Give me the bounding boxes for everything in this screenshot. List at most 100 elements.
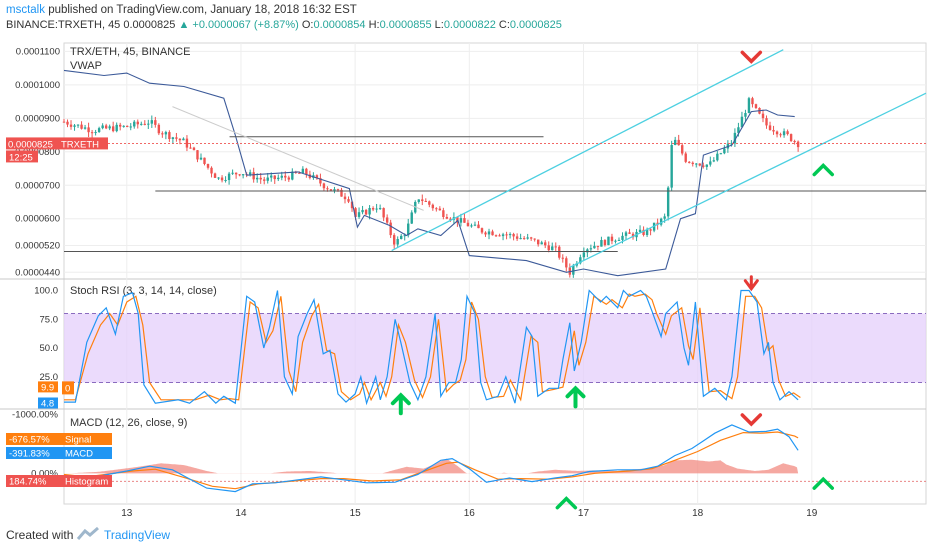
candle-body: [487, 231, 491, 235]
candle-body: [673, 139, 677, 146]
candle-body: [477, 224, 480, 229]
author-link[interactable]: msctalk: [6, 4, 45, 16]
candle-body: [737, 127, 740, 133]
candle-body: [104, 125, 108, 129]
x-tick-label: 14: [235, 508, 247, 518]
candle-body: [315, 175, 319, 179]
last-price: 0.0000825: [123, 19, 176, 31]
candle-body: [291, 171, 294, 180]
candle-body: [484, 232, 487, 235]
candle-body: [69, 124, 73, 127]
candle-body: [445, 216, 449, 219]
up-arrow-icon: [565, 385, 586, 409]
stoch-k-tag: [38, 397, 58, 409]
published-text: published on TradingView.com, January 18…: [48, 4, 357, 16]
candle-body: [533, 238, 536, 240]
candle-body: [80, 124, 83, 129]
candle-body: [231, 172, 234, 174]
tradingview-brand[interactable]: TradingView: [104, 528, 171, 542]
macd-macd-label-tag: [62, 447, 112, 459]
candle-body: [519, 238, 522, 240]
stoch-tick-label: 75.0: [40, 314, 59, 325]
candle-body: [277, 177, 280, 180]
candle-body: [428, 201, 431, 205]
candle-body: [305, 168, 308, 175]
candle-body: [473, 224, 477, 226]
candle-body: [126, 125, 129, 127]
stoch-band: [64, 313, 926, 383]
candle-body: [97, 128, 101, 133]
candle-body: [182, 138, 185, 141]
candle-body: [768, 125, 772, 130]
candle-body: [568, 267, 572, 275]
x-tick-label: 19: [806, 508, 818, 518]
candle-body: [119, 124, 122, 127]
candle-body: [101, 125, 104, 129]
candle-body: [336, 189, 340, 191]
candle-body: [417, 199, 420, 202]
candle-body: [600, 240, 603, 247]
candle-body: [227, 173, 231, 181]
channel-line: [569, 92, 927, 268]
candle-body: [681, 145, 684, 154]
up-triangle-icon: ▲: [178, 19, 190, 31]
channel-line: [391, 49, 784, 252]
candle-body: [319, 178, 322, 184]
candle-body: [610, 236, 614, 242]
candle-body: [456, 217, 459, 223]
open-value: 0.0000854: [313, 19, 366, 31]
candle-body: [220, 177, 224, 181]
candle-body: [301, 168, 305, 173]
candle-body: [480, 228, 484, 233]
macd-signal-value: -676.57%: [9, 435, 50, 446]
up-chevron-icon: [812, 476, 834, 490]
candle-body: [424, 200, 427, 202]
candle-body: [280, 175, 283, 178]
x-tick-label: 13: [121, 508, 133, 518]
macd-macd-value: -391.83%: [9, 449, 50, 460]
macd-signal-tag: [6, 433, 62, 445]
candle-body: [329, 189, 333, 191]
candle-body: [129, 126, 132, 128]
candle-body: [561, 257, 564, 259]
stoch-d-tag: [38, 381, 58, 393]
candle-body: [709, 161, 712, 165]
price-tick-label: 0.0001100: [16, 46, 60, 57]
candle-body: [740, 116, 744, 128]
price-tick-label: 0.0001000: [15, 80, 60, 91]
candle-body: [115, 124, 118, 132]
x-tick-label: 16: [464, 508, 476, 518]
candle-body: [529, 237, 533, 239]
candle-body: [234, 172, 238, 175]
candle-body: [83, 127, 87, 129]
candle-body: [259, 177, 262, 180]
candle-body: [361, 209, 364, 213]
candle-body: [554, 246, 557, 248]
candle-body: [392, 235, 396, 245]
candle-body: [621, 235, 624, 240]
candle-body: [203, 157, 206, 164]
candle-body: [322, 183, 326, 189]
chart-area[interactable]: 13 14 15 16 17 18 19 0.0001100 0.0001000 0.000090…: [0, 36, 932, 518]
candle-body: [491, 231, 494, 236]
candle-body: [241, 174, 245, 176]
candle-body: [171, 137, 175, 140]
macd-line: [63, 424, 799, 493]
candle-body: [378, 208, 382, 210]
high-label: H:: [368, 19, 380, 31]
candle-body: [628, 232, 631, 234]
price-tick-label: 0.0000900: [15, 113, 60, 124]
candle-body: [789, 134, 793, 142]
candle-body: [263, 179, 266, 181]
stoch-pane-title: Stoch RSI (3, 3, 14, 14, close): [70, 285, 217, 297]
countdown-tag: [6, 150, 38, 163]
symbol-tag-label: TRXETH: [61, 139, 99, 150]
stoch-d-value: 4.8: [41, 398, 54, 409]
candle-body: [431, 204, 435, 209]
candle-body: [558, 246, 561, 258]
stoch-tick-label: 25.0: [40, 372, 59, 383]
candle-body: [786, 131, 789, 135]
macd-signal-label-tag: [62, 433, 112, 445]
candle-body: [375, 208, 378, 210]
candle-body: [252, 172, 255, 180]
